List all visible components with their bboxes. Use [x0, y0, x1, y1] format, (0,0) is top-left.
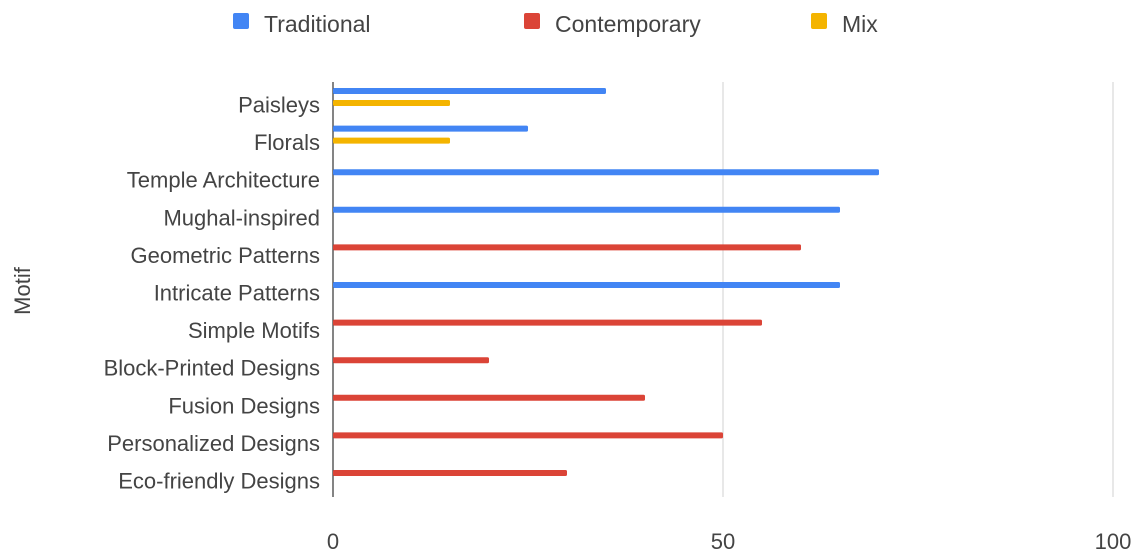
bar-traditional-temple-architecture[interactable]: [333, 169, 879, 176]
bar-traditional-intricate-patterns[interactable]: [333, 282, 840, 288]
gridlines: [332, 82, 1114, 497]
bar-contemporary-geometric-patterns[interactable]: [333, 244, 801, 251]
category-label-geometric-patterns: Geometric Patterns: [130, 243, 320, 268]
category-label-mughal-inspired: Mughal-inspired: [163, 205, 320, 230]
category-label-florals: Florals: [254, 130, 320, 155]
bar-contemporary-simple-motifs[interactable]: [333, 319, 762, 326]
bar-traditional-paisleys[interactable]: [333, 88, 606, 94]
legend: Traditional Contemporary Mix: [233, 11, 878, 37]
legend-item-traditional[interactable]: Traditional: [233, 11, 371, 37]
category-label-block-printed-designs: Block-Printed Designs: [104, 356, 320, 381]
bar-contemporary-block-printed-designs[interactable]: [333, 357, 489, 364]
x-tick-label-50: 50: [711, 529, 735, 554]
category-label-eco-friendly-designs: Eco-friendly Designs: [118, 469, 320, 494]
category-label-temple-architecture: Temple Architecture: [127, 168, 320, 193]
bar-traditional-florals[interactable]: [333, 125, 528, 132]
legend-item-mix[interactable]: Mix: [811, 11, 878, 37]
y-axis-label: Motif: [10, 266, 35, 315]
legend-item-contemporary[interactable]: Contemporary: [524, 11, 701, 37]
legend-swatch-mix: [811, 13, 827, 29]
category-labels: Paisleys Florals Temple Architecture Mughal…: [104, 93, 320, 494]
x-tick-labels: 0 50 100: [327, 529, 1131, 554]
legend-swatch-traditional: [233, 13, 249, 29]
category-label-fusion-designs: Fusion Designs: [168, 393, 320, 418]
category-label-simple-motifs: Simple Motifs: [188, 318, 320, 343]
x-tick-label-100: 100: [1095, 529, 1132, 554]
bar-contemporary-eco-friendly-designs[interactable]: [333, 470, 567, 476]
category-label-paisleys: Paisleys: [238, 93, 320, 118]
bar-mix-florals[interactable]: [333, 137, 450, 144]
category-label-personalized-designs: Personalized Designs: [107, 431, 320, 456]
legend-swatch-contemporary: [524, 13, 540, 29]
bars: [333, 88, 879, 476]
category-label-intricate-patterns: Intricate Patterns: [154, 281, 320, 306]
bar-traditional-mughal-inspired[interactable]: [333, 206, 840, 213]
legend-label-traditional: Traditional: [264, 11, 371, 37]
legend-label-contemporary: Contemporary: [555, 11, 701, 37]
bar-mix-paisleys[interactable]: [333, 100, 450, 106]
x-tick-label-0: 0: [327, 529, 339, 554]
bar-contemporary-fusion-designs[interactable]: [333, 394, 645, 401]
bar-contemporary-personalized-designs[interactable]: [333, 432, 723, 439]
legend-label-mix: Mix: [842, 11, 878, 37]
